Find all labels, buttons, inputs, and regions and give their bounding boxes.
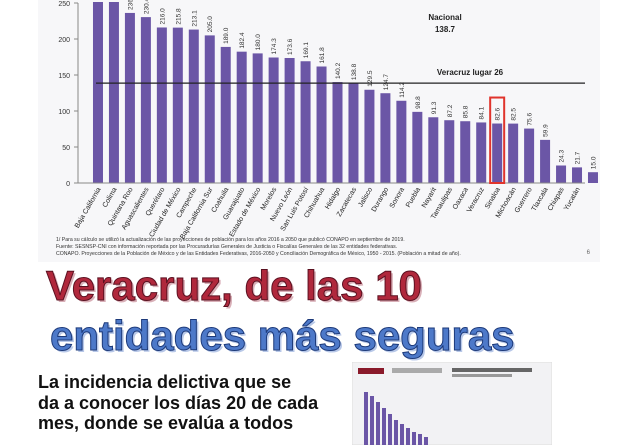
- headline-line-2: entidades más seguras: [50, 312, 516, 360]
- value-label: 75.6: [527, 113, 534, 126]
- value-label: 215.8: [175, 8, 182, 25]
- bar: [92, 2, 103, 184]
- bar: [508, 123, 519, 183]
- highlight-box: [489, 96, 506, 184]
- value-label: 59.9: [543, 124, 550, 137]
- bar: [587, 172, 598, 183]
- body-line: La incidencia delictiva que se: [38, 372, 292, 392]
- bar: [108, 2, 119, 184]
- bar: [412, 111, 423, 183]
- bar: [172, 27, 183, 184]
- value-label: 189.0: [223, 27, 230, 44]
- value-label: 82.5: [511, 108, 518, 121]
- headline-line-1: Veracruz, de las 10: [46, 262, 423, 310]
- bar: [284, 58, 295, 184]
- footnote: 1/ Para su cálculo se utilizó la actuali…: [56, 237, 405, 243]
- bar: [188, 29, 199, 184]
- reference-value: 138.7: [435, 25, 456, 34]
- value-label: 182.4: [239, 32, 246, 49]
- bar: [380, 93, 391, 183]
- y-tick-label: 250: [58, 1, 70, 8]
- value-label: 174.3: [271, 38, 278, 55]
- value-label: 173.6: [287, 38, 294, 55]
- bar: [204, 35, 215, 184]
- bar: [268, 57, 279, 184]
- bar: [316, 66, 327, 183]
- value-label: 82.6: [495, 107, 502, 120]
- value-label: 91.3: [431, 101, 438, 114]
- bar: [476, 122, 487, 183]
- value-label: 87.2: [447, 104, 454, 117]
- value-label: 114.2: [399, 82, 406, 98]
- value-label: 98.8: [415, 96, 422, 109]
- value-label: 21.7: [575, 151, 582, 164]
- reference-label: Nacional: [428, 13, 461, 22]
- value-label: 216.0: [159, 8, 166, 25]
- value-label: 140.2: [335, 62, 342, 79]
- bar: [300, 61, 311, 183]
- bar: [252, 53, 263, 184]
- value-label: 138.8: [351, 63, 358, 80]
- bar: [220, 46, 231, 183]
- y-tick-label: 200: [58, 37, 70, 44]
- value-label: 205.0: [207, 16, 214, 33]
- bar: [460, 121, 471, 183]
- bar: [364, 89, 375, 183]
- bar: [156, 27, 167, 184]
- bar: [140, 17, 151, 183]
- bar: [348, 83, 359, 183]
- body-text: La incidencia delictiva que se da a conoc…: [38, 372, 358, 434]
- value-label: 24.3: [559, 149, 566, 162]
- y-tick-label: 100: [58, 109, 70, 116]
- value-label: 169.1: [303, 42, 310, 59]
- bar: [572, 167, 583, 183]
- bar: [428, 117, 439, 183]
- value-label: 236.2: [127, 0, 134, 10]
- value-label: 84.1: [479, 106, 486, 119]
- page-number: 6: [587, 250, 591, 256]
- bar: [236, 51, 247, 184]
- value-label: 124.7: [383, 74, 390, 91]
- annotation: Veracruz lugar 26: [437, 68, 504, 77]
- bar: [444, 120, 455, 183]
- body-line: mes, donde se evalúa a todos: [38, 413, 294, 433]
- body-line: da a conocer los días 20 de cada: [38, 392, 319, 413]
- value-label: 161.8: [319, 47, 326, 64]
- thumbnail-chart: [352, 362, 552, 445]
- value-label: 85.8: [463, 105, 470, 118]
- footnote: Fuente: SESNSP-CNI con información repor…: [56, 244, 397, 250]
- bar: [332, 82, 343, 183]
- value-label: 129.5: [367, 70, 374, 87]
- y-tick-label: 0: [66, 181, 70, 188]
- value-label: 213.1: [191, 10, 198, 27]
- footnote: CONAPO. Proyecciones de la Población de …: [56, 251, 461, 257]
- bar: [396, 100, 407, 183]
- bar: [492, 123, 503, 183]
- bar: [556, 165, 567, 183]
- bar: [540, 139, 551, 183]
- value-label: 230.4: [143, 0, 150, 14]
- bar: [124, 12, 135, 183]
- bar: [524, 128, 535, 183]
- value-label: 15.0: [590, 156, 597, 169]
- value-label: 180.0: [255, 34, 262, 51]
- y-tick-label: 50: [62, 145, 70, 152]
- y-tick-label: 150: [58, 73, 70, 80]
